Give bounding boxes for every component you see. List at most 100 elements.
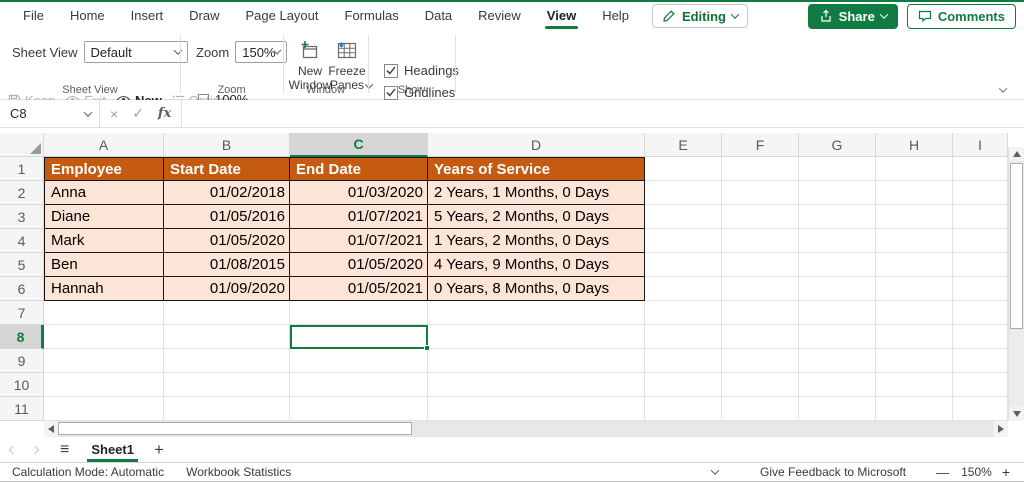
cell-G7[interactable] [799,301,876,325]
column-header-C[interactable]: C [290,133,428,157]
cell-E3[interactable] [645,205,722,229]
cell-F3[interactable] [722,205,799,229]
cell-B8[interactable] [164,325,290,349]
cell-B7[interactable] [164,301,290,325]
row-header-5[interactable]: 5 [0,253,44,277]
cell-C9[interactable] [290,349,428,373]
cell-I9[interactable] [953,349,1008,373]
zoom-out-button[interactable]: — [936,464,950,480]
cell-F8[interactable] [722,325,799,349]
cell-G6[interactable] [799,277,876,301]
scroll-right-arrow[interactable] [994,421,1008,437]
column-header-I[interactable]: I [953,133,1008,157]
collapse-ribbon-icon[interactable] [998,84,1008,93]
tab-file[interactable]: File [23,8,44,23]
cell-G8[interactable] [799,325,876,349]
scroll-up-arrow[interactable] [1009,147,1024,161]
formula-input[interactable] [182,100,1024,127]
cell-D8[interactable] [428,325,645,349]
cell-C7[interactable] [290,301,428,325]
cell-F11[interactable] [722,397,799,421]
cell-I10[interactable] [953,373,1008,397]
cell-D3[interactable]: 5 Years, 2 Months, 0 Days [428,205,645,229]
cell-A6[interactable]: Hannah [44,277,164,301]
cell-C2[interactable]: 01/03/2020 [290,181,428,205]
cell-A9[interactable] [44,349,164,373]
workbook-statistics-status[interactable]: Workbook Statistics [186,465,292,479]
column-header-A[interactable]: A [44,133,164,157]
cell-G9[interactable] [799,349,876,373]
cell-D9[interactable] [428,349,645,373]
cell-E11[interactable] [645,397,722,421]
cell-H9[interactable] [876,349,953,373]
cell-I1[interactable] [953,157,1008,181]
cell-E7[interactable] [645,301,722,325]
row-header-3[interactable]: 3 [0,205,44,229]
cell-C4[interactable]: 01/07/2021 [290,229,428,253]
editing-mode-button[interactable]: Editing [651,4,748,28]
cell-G2[interactable] [799,181,876,205]
row-header-1[interactable]: 1 [0,157,44,181]
cell-A4[interactable]: Mark [44,229,164,253]
sheet-view-dropdown[interactable]: Default [83,41,188,63]
cell-I3[interactable] [953,205,1008,229]
cell-A3[interactable]: Diane [44,205,164,229]
tab-insert[interactable]: Insert [130,8,164,23]
cell-B3[interactable]: 01/05/2016 [164,205,290,229]
cell-E1[interactable] [645,157,722,181]
all-sheets-menu-icon[interactable]: ≡ [60,440,70,458]
column-header-E[interactable]: E [645,133,722,157]
cell-G3[interactable] [799,205,876,229]
cell-H7[interactable] [876,301,953,325]
cell-A5[interactable]: Ben [44,253,164,277]
cell-F6[interactable] [722,277,799,301]
new-window-button[interactable]: New Window [286,37,334,92]
cell-E8[interactable] [645,325,722,349]
cell-G5[interactable] [799,253,876,277]
cell-D11[interactable] [428,397,645,421]
gridlines-checkbox[interactable] [384,85,398,100]
cell-D1[interactable]: Years of Service [428,157,645,181]
cell-G11[interactable] [799,397,876,421]
tab-help[interactable]: Help [602,8,629,23]
scroll-down-arrow[interactable] [1009,407,1024,421]
cell-D6[interactable]: 0 Years, 8 Months, 0 Days [428,277,645,301]
cell-B1[interactable]: Start Date [164,157,290,181]
cell-D4[interactable]: 1 Years, 2 Months, 0 Days [428,229,645,253]
cell-F7[interactable] [722,301,799,325]
cell-I4[interactable] [953,229,1008,253]
cell-A2[interactable]: Anna [44,181,164,205]
cell-H8[interactable] [876,325,953,349]
cell-B2[interactable]: 01/02/2018 [164,181,290,205]
cell-I5[interactable] [953,253,1008,277]
tab-home[interactable]: Home [69,8,105,23]
cell-C6[interactable]: 01/05/2021 [290,277,428,301]
tab-review[interactable]: Review [478,8,521,23]
cell-A10[interactable] [44,373,164,397]
column-header-H[interactable]: H [876,133,953,157]
cell-F2[interactable] [722,181,799,205]
column-header-D[interactable]: D [428,133,645,157]
previous-sheet-icon[interactable] [8,445,18,454]
gridlines-checkbox-row[interactable]: Gridlines [384,85,455,100]
cell-D5[interactable]: 4 Years, 9 Months, 0 Days [428,253,645,277]
calculation-mode-status[interactable]: Calculation Mode: Automatic [12,465,165,479]
horizontal-scrollbar[interactable] [44,421,1008,437]
cell-E6[interactable] [645,277,722,301]
status-options-chevron-icon[interactable] [710,466,720,475]
row-header-9[interactable]: 9 [0,349,44,373]
row-header-4[interactable]: 4 [0,229,44,253]
zoom-in-button[interactable]: + [1001,464,1010,480]
cell-C3[interactable]: 01/07/2021 [290,205,428,229]
cell-B11[interactable] [164,397,290,421]
cell-G10[interactable] [799,373,876,397]
row-header-11[interactable]: 11 [0,397,44,421]
cell-G1[interactable] [799,157,876,181]
cell-I2[interactable] [953,181,1008,205]
row-header-10[interactable]: 10 [0,373,44,397]
cell-A11[interactable] [44,397,164,421]
cell-A8[interactable] [44,325,164,349]
cell-C11[interactable] [290,397,428,421]
cell-C10[interactable] [290,373,428,397]
cell-F10[interactable] [722,373,799,397]
